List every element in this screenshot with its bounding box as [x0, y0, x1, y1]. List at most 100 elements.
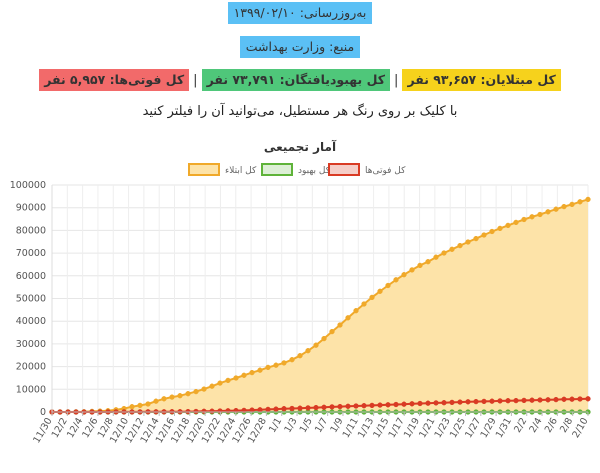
data-point-infected [289, 357, 295, 363]
data-point-deaths [297, 405, 303, 411]
data-point-deaths [305, 405, 311, 411]
y-axis: 0 10000 20000 30000 40000 50000 60000 70000 8000… [10, 180, 53, 418]
stats-bar: کل مبتلایان: ۹۳,۶۵۷ نفر | کل بهبودیافتگا… [39, 69, 561, 91]
y-tick-label: 80000 [16, 225, 46, 236]
data-point-deaths [561, 396, 567, 402]
data-point-infected [401, 272, 407, 278]
data-point-infected [585, 196, 591, 203]
data-point-infected [201, 386, 207, 392]
data-point-deaths [337, 403, 343, 410]
data-point-deaths [433, 400, 439, 406]
y-tick-label: 40000 [16, 316, 46, 327]
data-point-infected [361, 301, 367, 307]
data-point-deaths [457, 399, 463, 405]
y-tick-label: 90000 [16, 203, 46, 214]
y-tick-label: 20000 [16, 362, 46, 373]
data-point-deaths [409, 401, 415, 407]
data-point-deaths [545, 397, 551, 403]
data-point-infected [329, 328, 335, 335]
data-point-infected [553, 206, 559, 212]
data-point-infected [161, 396, 167, 402]
y-tick-label: 70000 [16, 248, 46, 259]
data-point-deaths [321, 404, 327, 410]
data-point-infected [225, 377, 231, 384]
legend-swatch [188, 163, 220, 176]
x-tick-label: 1/3 [282, 416, 299, 435]
stats-row: کل مبتلایان: ۹۳,۶۵۷ نفر | کل بهبودیافتگا… [0, 69, 600, 91]
data-point-deaths [577, 396, 583, 402]
data-point-deaths [257, 407, 263, 413]
data-point-deaths [265, 406, 271, 413]
data-point-deaths [273, 406, 279, 412]
data-point-infected [537, 211, 543, 218]
stats-separator: | [193, 72, 198, 88]
data-point-infected [185, 391, 191, 397]
data-point-infected [481, 232, 487, 238]
data-point-infected [153, 398, 159, 404]
data-point-infected [217, 380, 223, 386]
source-badge: منبع: وزارت بهداشت [239, 36, 361, 58]
legend-label: کل فوتی‌ها [365, 166, 406, 176]
data-point-infected [193, 388, 199, 395]
data-point-infected [241, 372, 247, 378]
y-tick-label: 0 [40, 407, 46, 418]
data-point-infected [369, 294, 375, 301]
data-point-deaths [353, 403, 359, 409]
data-point-deaths [281, 406, 287, 412]
data-point-deaths [369, 402, 375, 409]
data-point-infected [425, 259, 431, 265]
data-point-infected [417, 262, 423, 269]
data-point-deaths [425, 400, 431, 406]
data-point-infected [569, 201, 575, 208]
data-point-deaths [385, 402, 391, 408]
data-point-deaths [473, 398, 479, 405]
x-tick-label: 2/4 [527, 416, 544, 435]
total-deaths-badge: کل فوتی‌ها: ۵,۹۵۷ نفر [39, 69, 190, 91]
data-point-infected [257, 367, 263, 373]
data-point-infected [465, 239, 471, 245]
source-row: منبع: وزارت بهداشت [0, 36, 600, 58]
data-point-deaths [481, 398, 487, 405]
data-point-infected [545, 209, 551, 215]
cumulative-chart: آمار تجمیعی کل ابتلاء کل بهبود کل فوتی‌ها … [10, 139, 591, 445]
data-point-infected [249, 369, 255, 376]
data-point-infected [177, 393, 183, 399]
data-point-infected [529, 214, 535, 220]
data-point-infected [209, 383, 215, 389]
filter-hint: با کلیک بر روی رنگ هر مستطیل، می‌توانید … [142, 104, 458, 119]
data-point-infected [473, 235, 479, 242]
chart-legend: کل ابتلاء کل بهبود کل فوتی‌ها [188, 163, 406, 176]
data-point-deaths [505, 398, 511, 404]
y-tick-label: 10000 [16, 384, 46, 395]
y-tick-label: 50000 [16, 294, 46, 305]
x-tick-label: 2/10 [570, 416, 590, 440]
x-tick-label: 1/7 [313, 416, 330, 435]
y-tick-label: 100000 [10, 180, 46, 191]
data-point-infected [393, 277, 399, 283]
data-point-deaths [441, 400, 447, 406]
data-point-infected [337, 322, 343, 328]
data-point-infected [409, 267, 415, 273]
legend-label: کل ابتلاء [225, 166, 257, 176]
chart-plot-area [49, 196, 591, 415]
data-point-infected [305, 348, 311, 354]
data-point-deaths [497, 398, 503, 404]
data-point-infected [129, 404, 135, 410]
data-point-infected [169, 394, 175, 400]
data-point-deaths [449, 399, 455, 406]
data-point-deaths [329, 404, 335, 410]
data-point-deaths [345, 403, 351, 409]
series-area-infected [52, 199, 588, 412]
data-point-deaths [553, 396, 559, 403]
data-point-infected [353, 308, 359, 314]
x-tick-label: 2/2 [512, 416, 529, 435]
legend-label: کل بهبود [298, 166, 331, 176]
data-point-deaths [377, 402, 383, 408]
data-point-deaths [569, 396, 575, 402]
data-point-infected [265, 364, 271, 371]
data-point-deaths [401, 401, 407, 407]
data-point-deaths [361, 403, 367, 409]
data-point-deaths [393, 401, 399, 408]
x-tick-label: 2/6 [543, 416, 560, 435]
chart-title: آمار تجمیعی [264, 139, 337, 154]
